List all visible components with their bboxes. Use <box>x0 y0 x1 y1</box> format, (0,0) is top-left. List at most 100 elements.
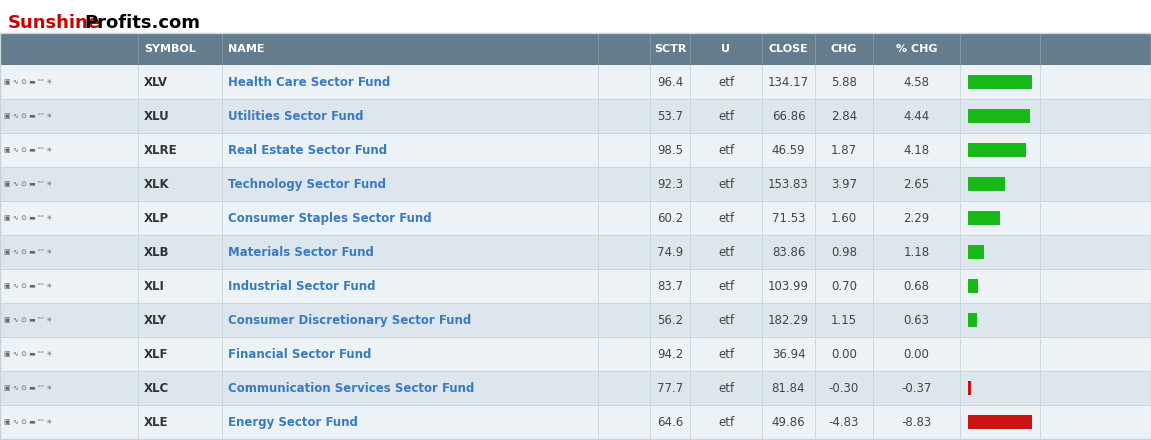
Text: Real Estate Sector Fund: Real Estate Sector Fund <box>228 143 387 157</box>
Text: 0.00: 0.00 <box>904 348 930 360</box>
Text: 94.2: 94.2 <box>657 348 684 360</box>
Text: 36.94: 36.94 <box>771 348 806 360</box>
Text: Communication Services Sector Fund: Communication Services Sector Fund <box>228 381 474 395</box>
Text: SYMBOL: SYMBOL <box>144 44 196 54</box>
Text: etf: etf <box>718 313 734 326</box>
Text: XLE: XLE <box>144 415 168 429</box>
Text: etf: etf <box>718 381 734 395</box>
Text: Materials Sector Fund: Materials Sector Fund <box>228 246 374 259</box>
Bar <box>0 405 1151 439</box>
Bar <box>0 269 1151 303</box>
Bar <box>968 177 1005 191</box>
Bar <box>968 211 1000 225</box>
Text: etf: etf <box>718 246 734 259</box>
Text: ▣ ∿ ⊙ ▬ ᵒˣ ✳: ▣ ∿ ⊙ ▬ ᵒˣ ✳ <box>3 79 52 85</box>
Text: 1.18: 1.18 <box>904 246 930 259</box>
Text: 96.4: 96.4 <box>657 76 684 88</box>
Text: 46.59: 46.59 <box>771 143 806 157</box>
Text: 74.9: 74.9 <box>657 246 684 259</box>
Text: 153.83: 153.83 <box>768 177 809 191</box>
Text: 1.60: 1.60 <box>831 212 857 224</box>
Text: ▣ ∿ ⊙ ▬ ᵒˣ ✳: ▣ ∿ ⊙ ▬ ᵒˣ ✳ <box>3 249 52 255</box>
Text: -0.37: -0.37 <box>901 381 931 395</box>
Text: 81.84: 81.84 <box>772 381 806 395</box>
Text: XLV: XLV <box>144 76 168 88</box>
Bar <box>0 133 1151 167</box>
Text: ▣ ∿ ⊙ ▬ ᵒˣ ✳: ▣ ∿ ⊙ ▬ ᵒˣ ✳ <box>3 147 52 153</box>
Text: 5.88: 5.88 <box>831 76 857 88</box>
Bar <box>0 201 1151 235</box>
Text: 0.70: 0.70 <box>831 279 857 293</box>
Text: XLK: XLK <box>144 177 169 191</box>
Bar <box>0 99 1151 133</box>
Bar <box>968 245 984 259</box>
Text: 1.15: 1.15 <box>831 313 857 326</box>
Text: 64.6: 64.6 <box>657 415 684 429</box>
Text: XLY: XLY <box>144 313 167 326</box>
Text: ▣ ∿ ⊙ ▬ ᵒˣ ✳: ▣ ∿ ⊙ ▬ ᵒˣ ✳ <box>3 283 52 289</box>
Bar <box>968 75 1032 89</box>
Text: XLP: XLP <box>144 212 169 224</box>
Bar <box>0 303 1151 337</box>
Text: Financial Sector Fund: Financial Sector Fund <box>228 348 372 360</box>
Text: etf: etf <box>718 177 734 191</box>
Text: XLC: XLC <box>144 381 169 395</box>
Bar <box>0 65 1151 99</box>
Text: 4.58: 4.58 <box>904 76 930 88</box>
Bar <box>968 109 1030 123</box>
Text: etf: etf <box>718 76 734 88</box>
Text: 4.44: 4.44 <box>904 110 930 122</box>
Text: Utilities Sector Fund: Utilities Sector Fund <box>228 110 364 122</box>
Text: CLOSE: CLOSE <box>769 44 808 54</box>
Text: Energy Sector Fund: Energy Sector Fund <box>228 415 358 429</box>
Text: XLU: XLU <box>144 110 169 122</box>
Text: Profits.com: Profits.com <box>84 14 200 32</box>
Text: 134.17: 134.17 <box>768 76 809 88</box>
Text: 2.29: 2.29 <box>904 212 930 224</box>
Text: Consumer Discretionary Sector Fund: Consumer Discretionary Sector Fund <box>228 313 471 326</box>
Text: etf: etf <box>718 279 734 293</box>
Text: ▣ ∿ ⊙ ▬ ᵒˣ ✳: ▣ ∿ ⊙ ▬ ᵒˣ ✳ <box>3 113 52 119</box>
Bar <box>0 371 1151 405</box>
Text: 0.63: 0.63 <box>904 313 930 326</box>
Bar <box>968 279 977 293</box>
Text: 4.18: 4.18 <box>904 143 930 157</box>
Text: etf: etf <box>718 110 734 122</box>
Text: 53.7: 53.7 <box>657 110 683 122</box>
Text: -4.83: -4.83 <box>829 415 859 429</box>
Text: XLRE: XLRE <box>144 143 177 157</box>
Text: Industrial Sector Fund: Industrial Sector Fund <box>228 279 375 293</box>
Bar <box>968 143 1027 157</box>
Text: Sunshine: Sunshine <box>8 14 101 32</box>
Text: 1.87: 1.87 <box>831 143 857 157</box>
Text: etf: etf <box>718 415 734 429</box>
Text: 103.99: 103.99 <box>768 279 809 293</box>
Text: CHG: CHG <box>831 44 857 54</box>
Text: 0.98: 0.98 <box>831 246 857 259</box>
Bar <box>968 381 971 395</box>
Text: 49.86: 49.86 <box>771 415 806 429</box>
Text: 182.29: 182.29 <box>768 313 809 326</box>
Text: etf: etf <box>718 348 734 360</box>
Text: ▣ ∿ ⊙ ▬ ᵒˣ ✳: ▣ ∿ ⊙ ▬ ᵒˣ ✳ <box>3 351 52 357</box>
Text: ▣ ∿ ⊙ ▬ ᵒˣ ✳: ▣ ∿ ⊙ ▬ ᵒˣ ✳ <box>3 385 52 391</box>
Text: SCTR: SCTR <box>654 44 686 54</box>
Text: NAME: NAME <box>228 44 265 54</box>
Text: ▣ ∿ ⊙ ▬ ᵒˣ ✳: ▣ ∿ ⊙ ▬ ᵒˣ ✳ <box>3 215 52 221</box>
Text: 0.00: 0.00 <box>831 348 857 360</box>
Text: ▣ ∿ ⊙ ▬ ᵒˣ ✳: ▣ ∿ ⊙ ▬ ᵒˣ ✳ <box>3 181 52 187</box>
Text: XLB: XLB <box>144 246 169 259</box>
Text: XLF: XLF <box>144 348 168 360</box>
Text: 0.68: 0.68 <box>904 279 930 293</box>
Text: 2.65: 2.65 <box>904 177 930 191</box>
Text: 3.97: 3.97 <box>831 177 857 191</box>
Text: XLI: XLI <box>144 279 165 293</box>
Text: 56.2: 56.2 <box>657 313 683 326</box>
Text: Technology Sector Fund: Technology Sector Fund <box>228 177 386 191</box>
Text: % CHG: % CHG <box>895 44 937 54</box>
Text: -8.83: -8.83 <box>901 415 931 429</box>
Text: Consumer Staples Sector Fund: Consumer Staples Sector Fund <box>228 212 432 224</box>
Text: ▣ ∿ ⊙ ▬ ᵒˣ ✳: ▣ ∿ ⊙ ▬ ᵒˣ ✳ <box>3 317 52 323</box>
Bar <box>0 337 1151 371</box>
Bar <box>0 33 1151 65</box>
